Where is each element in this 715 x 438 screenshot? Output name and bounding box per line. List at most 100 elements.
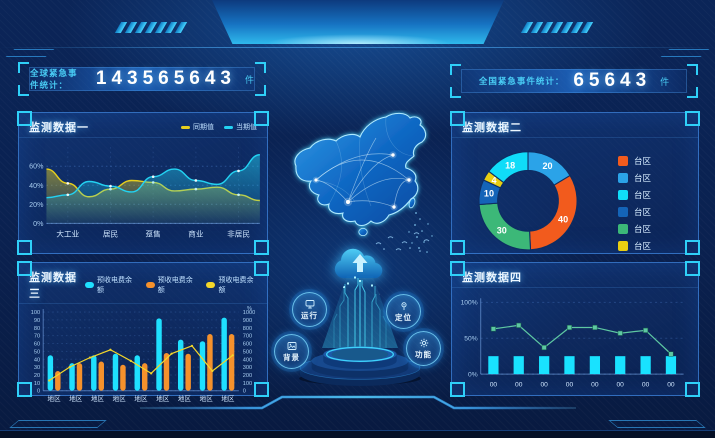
legend-item[interactable]: 预收电费余额 — [206, 275, 257, 295]
legend-swatch — [618, 172, 628, 183]
svg-text:地区: 地区 — [48, 394, 62, 403]
legend-swatch — [84, 282, 95, 288]
panel-monitor-1: 监测数据一 同期值 当期值 0% 20% 40% 60% 大工业 居民 趸售 商业 非居民 — [17, 111, 269, 255]
svg-text:40%: 40% — [29, 182, 44, 190]
svg-text:00: 00 — [566, 381, 574, 388]
stat-global: 全球紧急事件统计： 143565643 件 — [18, 62, 266, 96]
svg-text:1000: 1000 — [243, 310, 256, 316]
stat-national-label: 全国紧急事件统计： — [478, 76, 565, 86]
stat-national: 全国紧急事件统计： 65643 件 — [450, 64, 698, 98]
cloud-upload-icon — [331, 246, 389, 286]
panel-2-title: 监测数据二 — [462, 122, 522, 134]
function-icon — [419, 338, 429, 348]
legend-item[interactable]: 当期值 — [224, 122, 257, 132]
function-button[interactable]: 功能 — [406, 331, 441, 366]
svg-text:70: 70 — [34, 334, 40, 340]
svg-text:600: 600 — [243, 342, 252, 348]
svg-text:40: 40 — [558, 214, 568, 224]
legend-swatch — [618, 189, 628, 200]
legend-label: 预收电费余额 — [157, 277, 193, 294]
legend-swatch — [206, 282, 216, 288]
legend-swatch — [181, 125, 190, 129]
svg-text:00: 00 — [616, 381, 624, 388]
footer-right-shape — [608, 420, 706, 428]
bird-flock-decoration — [375, 232, 430, 252]
svg-text:50: 50 — [34, 349, 40, 355]
locate-button-label: 定位 — [395, 312, 412, 322]
stat-global-label: 全球紧急事件统计： — [30, 68, 78, 90]
svg-text:地区: 地区 — [178, 394, 192, 403]
svg-text:00: 00 — [540, 381, 548, 388]
svg-text:900: 900 — [243, 318, 252, 324]
svg-text:趸售: 趸售 — [146, 229, 161, 239]
header-right-slashes — [520, 22, 594, 33]
background-button-label: 背景 — [283, 352, 300, 362]
function-button-label: 功能 — [415, 349, 432, 359]
panel-monitor-4: 监测数据四 0% 50% 100% 00 00 00 00 00 00 00 00 — [450, 261, 700, 397]
svg-text:20: 20 — [542, 161, 552, 171]
svg-text:20: 20 — [34, 373, 40, 379]
legend-label: 台区 — [634, 189, 652, 200]
svg-text:非居民: 非居民 — [227, 229, 250, 239]
svg-text:500: 500 — [243, 349, 252, 355]
footer-line-decoration — [140, 395, 576, 410]
header-divider — [0, 47, 715, 48]
svg-text:00: 00 — [667, 381, 675, 388]
header-banner — [212, 0, 504, 44]
background-icon — [287, 341, 297, 351]
svg-text:00: 00 — [490, 381, 498, 388]
svg-text:%: % — [247, 306, 252, 312]
svg-text:50%: 50% — [464, 336, 477, 343]
locate-icon — [399, 301, 409, 311]
legend-item[interactable]: 同期值 — [181, 122, 214, 132]
panel-4-title: 监测数据四 — [462, 272, 522, 284]
locate-button[interactable]: 定位 — [386, 294, 421, 329]
panel-1-title: 监测数据一 — [29, 122, 89, 134]
svg-text:地区: 地区 — [134, 394, 148, 403]
svg-text:100%: 100% — [461, 300, 478, 307]
legend-item[interactable]: 台区 — [618, 155, 651, 167]
legend-label: 台区 — [634, 206, 652, 217]
svg-text:200: 200 — [243, 373, 252, 379]
panel-1-legend: 同期值 当期值 — [181, 122, 257, 132]
svg-text:10: 10 — [484, 189, 494, 199]
svg-text:60%: 60% — [29, 163, 44, 171]
panel-2-legend: 台区 台区 台区 台区 台区 台区 — [618, 150, 651, 257]
svg-text:00: 00 — [591, 381, 599, 388]
legend-item[interactable]: 台区 — [618, 223, 651, 235]
svg-text:40: 40 — [34, 357, 40, 363]
run-button[interactable]: 运行 — [292, 292, 327, 327]
panel-3-legend: 预收电费余额 预收电费余额 预收电费余额 — [84, 275, 257, 295]
svg-text:18: 18 — [505, 160, 515, 170]
panel-monitor-3: 监测数据三 预收电费余额 预收电费余额 预收电费余额 0 0 10 100 20 200 3… — [17, 261, 269, 403]
svg-text:800: 800 — [243, 326, 252, 332]
svg-text:10: 10 — [34, 381, 40, 387]
legend-item[interactable]: 台区 — [618, 172, 651, 184]
legend-item[interactable]: 预收电费余额 — [84, 275, 136, 295]
svg-text:30: 30 — [497, 226, 507, 236]
legend-item[interactable]: 台区 — [618, 240, 651, 252]
legend-swatch — [618, 223, 628, 234]
legend-swatch — [618, 155, 628, 166]
background-button[interactable]: 背景 — [274, 334, 309, 369]
svg-text:居民: 居民 — [103, 230, 118, 239]
svg-text:100: 100 — [31, 310, 40, 316]
legend-item[interactable]: 台区 — [618, 189, 651, 201]
area-chart: 0% 20% 40% 60% 大工业 居民 趸售 商业 非居民 — [19, 138, 267, 263]
legend-item[interactable]: 预收电费余额 — [145, 275, 197, 295]
svg-text:地区: 地区 — [113, 394, 127, 403]
svg-text:地区: 地区 — [156, 394, 170, 403]
line-chart: 0% 50% 100% 00 00 00 00 00 00 00 00 — [452, 288, 698, 406]
legend-item[interactable]: 台区 — [618, 206, 651, 218]
legend-swatch — [618, 240, 628, 251]
svg-text:商业: 商业 — [188, 229, 204, 239]
svg-text:0%: 0% — [33, 220, 44, 228]
run-icon — [305, 299, 315, 309]
legend-label: 当期值 — [236, 124, 257, 131]
legend-label: 预收电费余额 — [218, 277, 254, 294]
svg-text:地区: 地区 — [91, 394, 105, 403]
right-edge-chevron — [660, 49, 710, 57]
svg-text:0%: 0% — [468, 371, 478, 378]
stat-national-value: 65643 — [573, 70, 652, 91]
